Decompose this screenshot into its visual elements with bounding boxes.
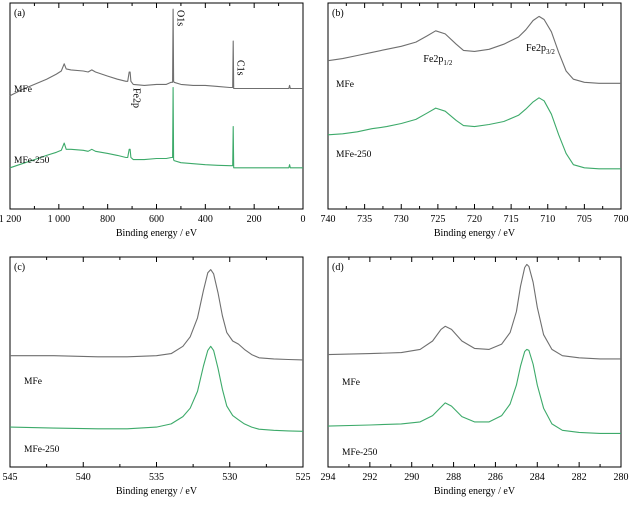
x-tick-label: 735 (357, 214, 372, 225)
x-tick-label: 292 (362, 472, 377, 483)
x-tick-label: 525 (296, 472, 311, 483)
x-axis-label: Binding energy / eV (116, 228, 198, 239)
series-label: MFe-250 (336, 150, 372, 160)
chart-panel-2: (b) 740 735 730 725 720 715 710 705 700 Binding en… (321, 2, 629, 239)
panel-label: (c) (14, 262, 25, 273)
x-tick-label: 200 (247, 214, 262, 225)
series-line-mfe (10, 269, 304, 361)
series-label: MFe (24, 377, 42, 387)
series-line-mfe-250 (327, 97, 621, 170)
series-line-mfe-250 (327, 348, 621, 434)
x-tick-label: 710 (540, 214, 555, 225)
series-line-mfe (327, 263, 621, 360)
x-tick-label: 720 (467, 214, 482, 225)
x-tick-label: 294 (321, 472, 336, 483)
x-tick-label: 282 (572, 472, 587, 483)
series-label: MFe (14, 85, 32, 95)
series-line-mfe-250 (9, 345, 304, 432)
series-line-mfe-250 (9, 86, 303, 169)
x-tick-label: 740 (321, 214, 336, 225)
x-tick-label: 284 (530, 472, 545, 483)
x-axis-label: Binding energy / eV (116, 486, 198, 497)
peak-annotation: Fe2p (131, 88, 142, 108)
peak-annotation: O1s (175, 10, 186, 26)
x-tick-label: 600 (149, 214, 164, 225)
x-axis-label: Binding energy / eV (434, 228, 516, 239)
series-label: MFe (336, 80, 354, 90)
x-tick-label: 530 (222, 472, 237, 483)
peak-annotation: Fe2p1/2 (423, 54, 452, 67)
x-tick-label: 725 (430, 214, 445, 225)
series-label: MFe (342, 378, 360, 388)
x-tick-label: 290 (404, 472, 419, 483)
peak-annotation: Fe2p3/2 (526, 43, 555, 56)
x-tick-label: 400 (198, 214, 213, 225)
panel-label: (a) (14, 8, 25, 19)
x-tick-label: 715 (504, 214, 519, 225)
x-tick-label: 286 (488, 472, 503, 483)
series-label: MFe-250 (342, 448, 378, 458)
chart-panel-4: (d) 294 292 290 288 286 284 282 280 Binding energ… (321, 256, 629, 497)
x-tick-label: 280 (614, 472, 629, 483)
x-tick-label: 1 000 (48, 214, 71, 225)
peak-annotation: C1s (234, 60, 245, 76)
panel-label: (b) (332, 8, 344, 19)
x-tick-label: 0 (301, 214, 306, 225)
plot-frame (9, 256, 304, 468)
plot-frame (327, 2, 622, 210)
x-axis-label: Binding energy / eV (434, 486, 516, 497)
x-tick-label: 540 (76, 472, 91, 483)
x-tick-label: 545 (3, 472, 18, 483)
plot-frame (9, 2, 304, 210)
x-tick-label: 705 (577, 214, 592, 225)
series-line-mfe (9, 8, 303, 97)
x-tick-label: 1 200 (0, 214, 21, 225)
x-tick-label: 730 (394, 214, 409, 225)
chart-panel-1: (a) 1 200 1 000 800 600 400 200 0 Binding energy… (0, 2, 306, 239)
series-line-mfe (327, 15, 621, 84)
x-tick-label: 800 (100, 214, 115, 225)
x-tick-label: 700 (614, 214, 629, 225)
x-tick-label: 535 (149, 472, 164, 483)
series-label: MFe-250 (14, 156, 50, 166)
series-label: MFe-250 (24, 445, 60, 455)
panel-label: (d) (332, 262, 344, 273)
plot-frame (327, 256, 622, 468)
x-tick-label: 288 (446, 472, 461, 483)
chart-panel-3: (c) 545 540 535 530 525 Binding energy / eV MFe… (3, 256, 311, 497)
